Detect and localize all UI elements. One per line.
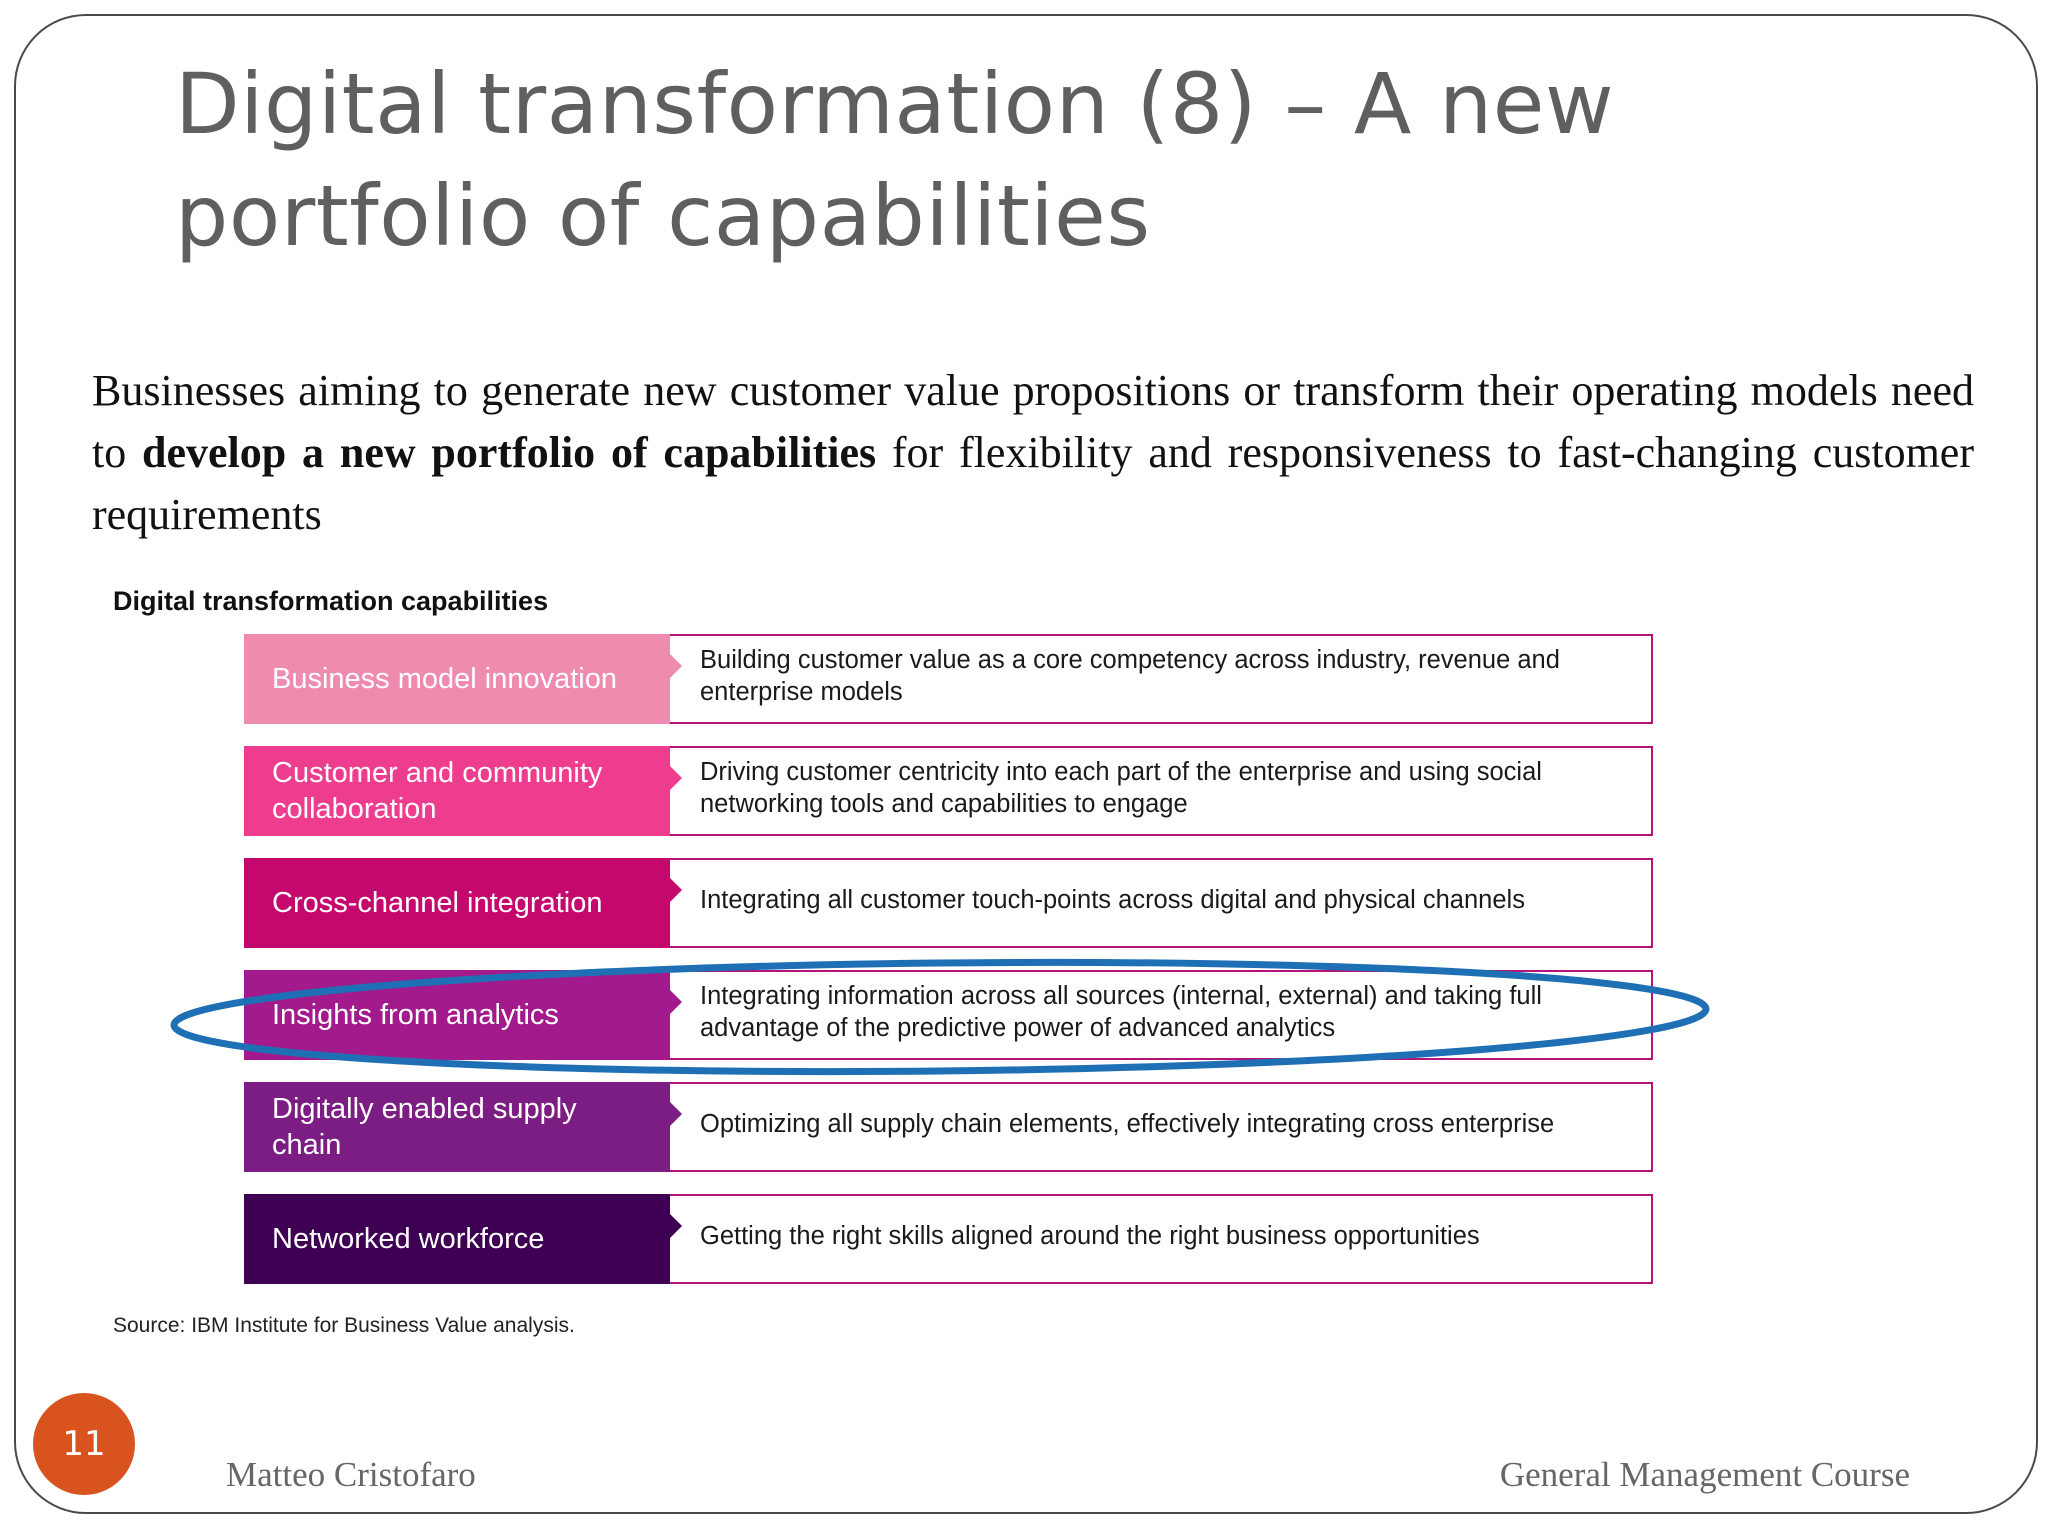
capability-row-customer-collaboration: Customer and community collaboration Dri… xyxy=(244,746,1653,836)
capability-description: Integrating all customer touch-points ac… xyxy=(670,858,1653,948)
figure-title: Digital transformation capabilities xyxy=(113,586,549,616)
capability-row-workforce: Networked workforce Getting the right sk… xyxy=(244,1194,1653,1284)
capability-description: Integrating information across all sourc… xyxy=(670,970,1653,1060)
capability-label: Digitally enabled supply chain xyxy=(244,1082,682,1172)
slide-frame xyxy=(14,14,2038,1514)
capability-label: Cross-channel integration xyxy=(244,858,682,948)
capability-row-analytics: Insights from analytics Integrating info… xyxy=(244,970,1653,1060)
footer-course: General Management Course xyxy=(1499,1455,1910,1494)
capability-row-cross-channel: Cross-channel integration Integrating al… xyxy=(244,858,1653,948)
capability-label: Business model innovation xyxy=(244,634,682,724)
capability-row-business-model: Business model innovation Building custo… xyxy=(244,634,1653,724)
capability-label: Networked workforce xyxy=(244,1194,682,1284)
intro-paragraph: Businesses aiming to generate new custom… xyxy=(92,360,1974,546)
intro-text-before: Businesses aiming to generate new custom… xyxy=(92,366,1974,477)
capability-label: Customer and community collaboration xyxy=(244,746,682,836)
figure-source: Source: IBM Institute for Business Value… xyxy=(113,1314,575,1337)
capability-description: Driving customer centricity into each pa… xyxy=(670,746,1653,836)
capability-description: Getting the right skills aligned around … xyxy=(670,1194,1653,1284)
page-number-badge: 11 xyxy=(33,1393,135,1495)
footer-author: Matteo Cristofaro xyxy=(226,1455,476,1494)
capability-label: Insights from analytics xyxy=(244,970,682,1060)
capability-row-supply-chain: Digitally enabled supply chain Optimizin… xyxy=(244,1082,1653,1172)
slide-title: Digital transformation (8) – A new portf… xyxy=(175,55,1615,265)
capability-description: Building customer value as a core compet… xyxy=(670,634,1653,724)
intro-text-after: for flexibility and responsiveness to fa… xyxy=(92,428,1974,539)
intro-text-bold: develop a new portfolio of capabilities xyxy=(142,428,877,477)
capability-description: Optimizing all supply chain elements, ef… xyxy=(670,1082,1653,1172)
